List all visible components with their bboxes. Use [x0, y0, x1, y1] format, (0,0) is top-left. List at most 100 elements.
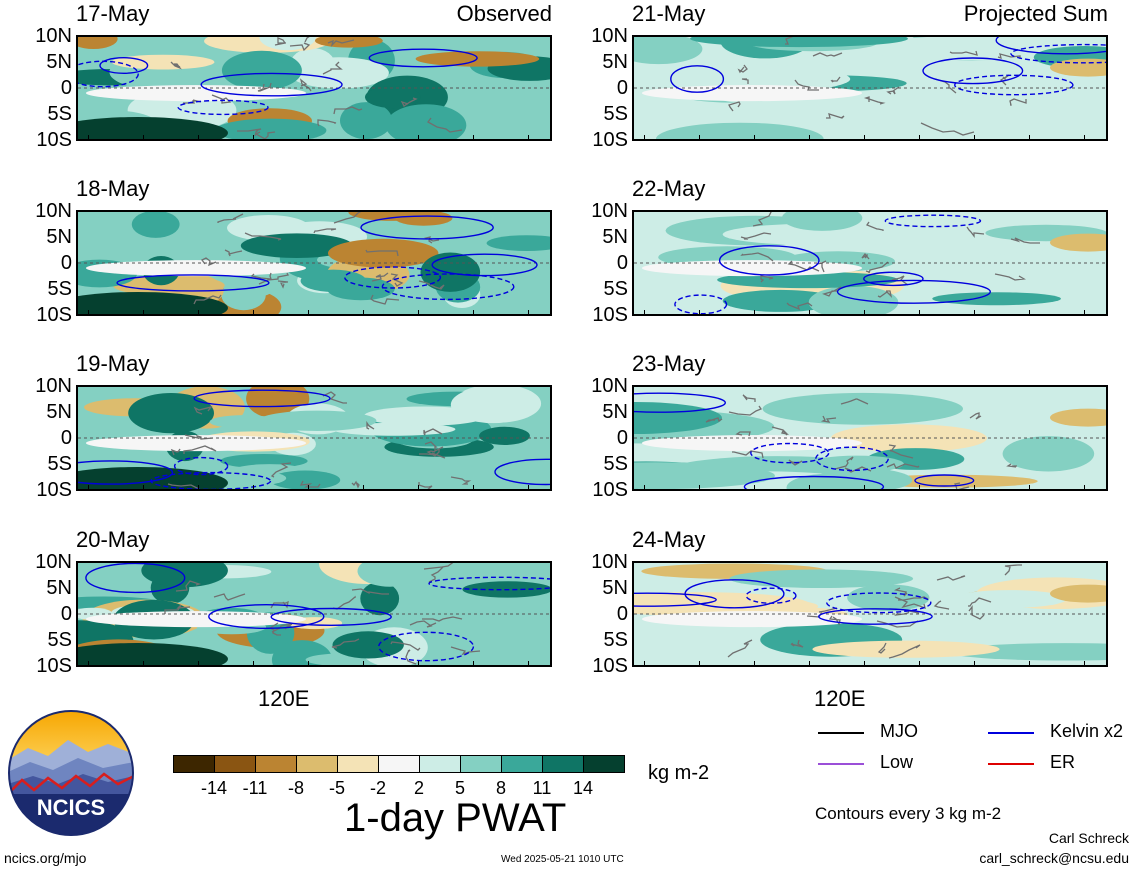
x-tick-mark [699, 310, 700, 316]
kelvin-contour [494, 458, 550, 486]
lat-label: 0 [616, 427, 628, 449]
kelvin-contour [431, 253, 538, 277]
colorbar-tick-label: 5 [454, 778, 465, 798]
lat-label: 5N [602, 226, 628, 248]
lat-label: 0 [616, 252, 628, 274]
footer-email[interactable]: carl_schreck@ncsu.edu [979, 850, 1129, 866]
coastline [170, 37, 463, 139]
lat-label: 10N [591, 200, 628, 222]
pwat-anomaly-blob [830, 424, 987, 453]
legend-note: Contours every 3 kg m-2 [815, 804, 1002, 823]
x-tick-mark [864, 485, 865, 491]
kelvin-contour [344, 266, 442, 289]
kelvin-contour [200, 72, 343, 97]
kelvin-contour [836, 279, 992, 304]
pwat-anomaly-blob [357, 563, 423, 587]
lat-label: 0 [60, 427, 72, 449]
coastline [164, 563, 481, 665]
pwat-anomaly-blob [259, 37, 316, 51]
colorbar-swatch [460, 755, 502, 773]
kelvin-contour [750, 442, 830, 464]
pwat-anomaly-blob [385, 104, 467, 139]
pwat-neutral-band [86, 611, 306, 628]
pwat-anomaly-blob [221, 50, 302, 91]
pwat-anomaly-blob [479, 426, 530, 445]
pwat-anomaly-blob [952, 590, 1067, 608]
x-tick-mark [754, 310, 755, 316]
pwat-anomaly-blob [656, 122, 824, 139]
lat-label: 5S [603, 453, 628, 475]
x-tick-mark [1084, 661, 1085, 667]
lat-label: 5N [602, 51, 628, 73]
pwat-anomaly-blob [867, 122, 991, 136]
pwat-anomaly-blob [690, 37, 908, 48]
kelvin-contour [817, 608, 933, 625]
lat-label: 0 [60, 603, 72, 625]
pwat-anomaly-blob [128, 393, 214, 434]
lat-label: 10N [591, 25, 628, 47]
x-tick-mark [919, 135, 920, 141]
pwat-anomaly-blob [131, 212, 180, 238]
pwat-anomaly-blob [258, 410, 377, 431]
pwat-strong-positive [78, 292, 228, 314]
x-tick-mark [418, 310, 419, 316]
pwat-anomaly-blob [847, 584, 930, 611]
map-panel [632, 210, 1108, 316]
pwat-anomaly-blob [450, 387, 536, 424]
colorbar-tick-label: -8 [287, 778, 304, 798]
x-tick-mark [473, 135, 474, 141]
lat-label: 5S [603, 629, 628, 651]
colorbar-swatch [542, 755, 584, 773]
x-tick-mark [473, 310, 474, 316]
lat-label: 10N [35, 25, 72, 47]
pwat-anomaly-blob [781, 212, 863, 231]
pwat-anomaly-blob [85, 419, 123, 436]
map-panel [76, 385, 552, 491]
lat-label: 5S [603, 103, 628, 125]
x-tick-mark [754, 661, 755, 667]
x-tick-mark [754, 135, 755, 141]
x-tick-mark [308, 661, 309, 667]
pwat-anomaly-blob [1002, 436, 1095, 472]
colorbar-tick-label: -2 [369, 778, 386, 798]
kelvin-contour [743, 475, 885, 489]
pwat-anomaly-blob [722, 223, 936, 246]
colorbar-tick-label: 8 [495, 778, 506, 798]
x-tick-mark [308, 135, 309, 141]
kelvin-contour [815, 446, 889, 472]
x-tick-mark [253, 135, 254, 141]
kelvin-contour [995, 37, 1106, 55]
footer-url[interactable]: ncics.org/mjo [4, 850, 87, 866]
kelvin-contour [718, 245, 820, 276]
x-tick-mark [363, 661, 364, 667]
x-tick-mark [198, 310, 199, 316]
x-tick-mark [143, 135, 144, 141]
x-tick-mark [88, 135, 89, 141]
x-tick-mark [88, 661, 89, 667]
x-tick-mark [864, 661, 865, 667]
pwat-neutral-band [86, 435, 306, 452]
kelvin-contour [193, 389, 331, 408]
pwat-anomaly-blob [814, 468, 913, 489]
x-tick-mark [363, 310, 364, 316]
kelvin-contour [78, 460, 174, 485]
map-panel [76, 210, 552, 316]
legend-swatch-er [988, 763, 1034, 765]
panel-corner-label: Projected Sum [963, 1, 1108, 26]
kelvin-contour [914, 474, 975, 487]
colorbar-swatch [214, 755, 256, 773]
lat-label: 5S [47, 629, 72, 651]
coastline [740, 212, 1040, 311]
kelvin-contour [360, 215, 494, 240]
pwat-neutral-band [86, 260, 306, 277]
colorbar-swatch [583, 755, 625, 773]
pwat-anomaly-blob [812, 640, 1000, 658]
pwat-strong-positive [78, 117, 228, 139]
pwat-anomaly-blob [365, 86, 421, 109]
pwat-anomaly-blob [340, 102, 393, 139]
pwat-field [634, 37, 1106, 139]
lat-label: 5N [46, 226, 72, 248]
lat-label: 0 [60, 252, 72, 274]
pwat-anomaly-blob [111, 54, 215, 70]
x-tick-mark [864, 310, 865, 316]
